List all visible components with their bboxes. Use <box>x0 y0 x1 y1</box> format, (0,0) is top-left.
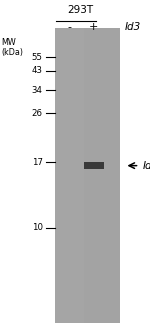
Bar <box>84 162 104 169</box>
Text: -: - <box>68 22 72 32</box>
Bar <box>55 28 120 323</box>
Text: +: + <box>89 22 98 32</box>
Text: MW
(kDa): MW (kDa) <box>2 38 24 57</box>
Text: 34: 34 <box>32 86 43 95</box>
Text: 293T: 293T <box>67 6 93 15</box>
Bar <box>55 28 84 323</box>
Text: 43: 43 <box>32 66 43 75</box>
Text: 26: 26 <box>32 109 43 118</box>
Text: Id3: Id3 <box>142 161 150 171</box>
Text: 17: 17 <box>32 158 43 167</box>
Text: 55: 55 <box>32 53 43 62</box>
Text: Id3: Id3 <box>124 22 141 32</box>
Text: 10: 10 <box>32 223 43 233</box>
